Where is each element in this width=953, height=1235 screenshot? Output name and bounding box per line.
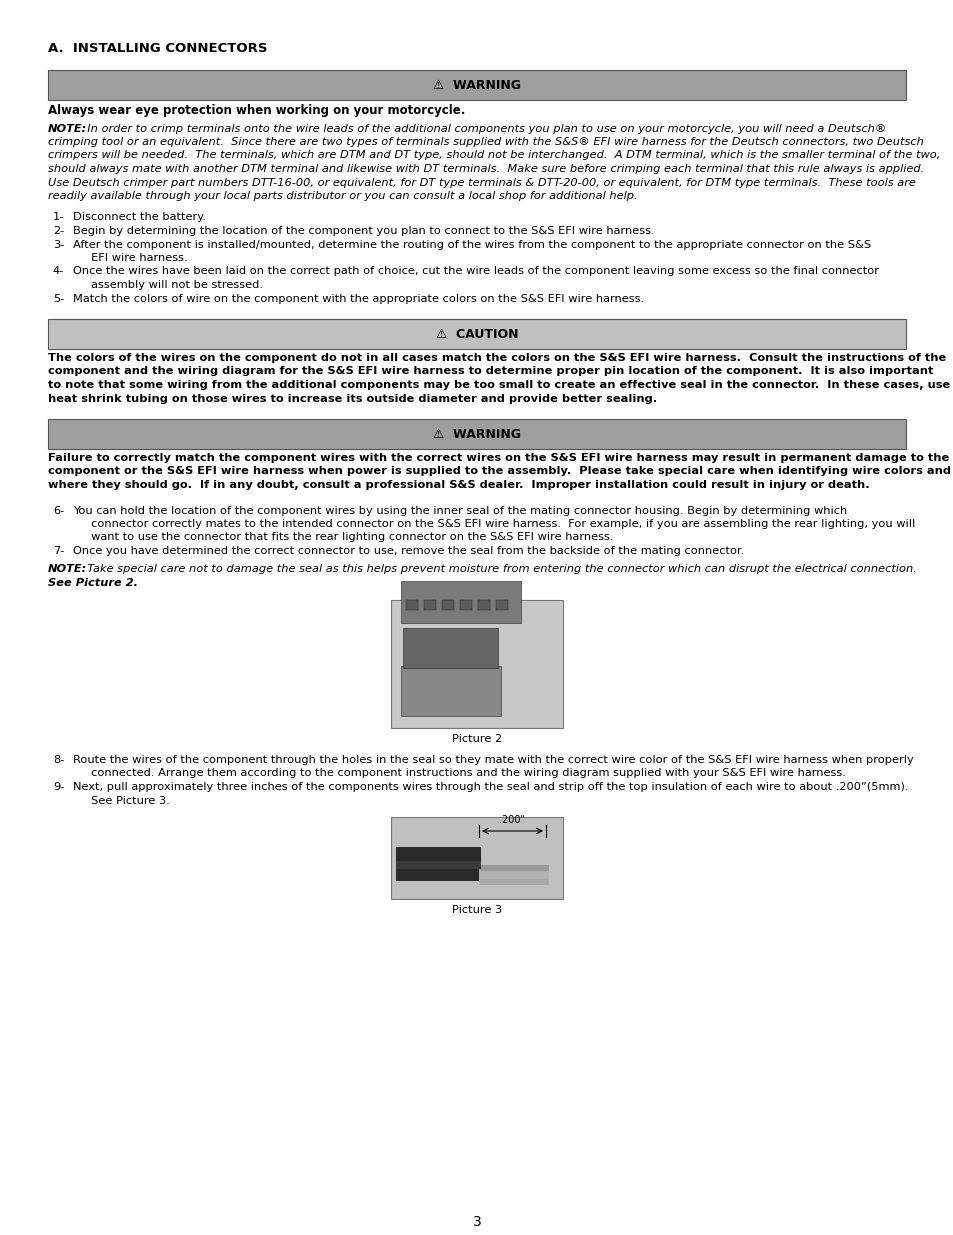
Text: In order to crimp terminals onto the wire leads of the additional components you: In order to crimp terminals onto the wir… xyxy=(80,124,885,133)
Text: Match the colors of wire on the component with the appropriate colors on the S&S: Match the colors of wire on the componen… xyxy=(73,294,643,304)
Text: 2-: 2- xyxy=(53,226,64,236)
Text: 3: 3 xyxy=(472,1215,481,1229)
Text: The colors of the wires on the component do not in all cases match the colors on: The colors of the wires on the component… xyxy=(48,353,945,363)
FancyBboxPatch shape xyxy=(48,319,905,350)
Text: want to use the connector that fits the rear lighting connector on the S&S EFI w: want to use the connector that fits the … xyxy=(73,532,613,542)
Text: 7-: 7- xyxy=(53,546,64,556)
FancyBboxPatch shape xyxy=(391,818,562,899)
FancyBboxPatch shape xyxy=(395,847,480,881)
Text: Route the wires of the component through the holes in the seal so they mate with: Route the wires of the component through… xyxy=(73,755,913,764)
FancyBboxPatch shape xyxy=(496,599,507,610)
Text: Always wear eye protection when working on your motorcycle.: Always wear eye protection when working … xyxy=(48,104,465,117)
Text: You can hold the location of the component wires by using the inner seal of the : You can hold the location of the compone… xyxy=(73,505,846,515)
Text: See Picture 3.: See Picture 3. xyxy=(73,795,170,805)
FancyBboxPatch shape xyxy=(477,599,490,610)
Text: After the component is installed/mounted, determine the routing of the wires fro: After the component is installed/mounted… xyxy=(73,240,870,249)
Text: crimping tool or an equivalent.  Since there are two types of terminals supplied: crimping tool or an equivalent. Since th… xyxy=(48,137,923,147)
FancyBboxPatch shape xyxy=(391,599,562,727)
Text: component and the wiring diagram for the S&S EFI wire harness to determine prope: component and the wiring diagram for the… xyxy=(48,367,932,377)
Text: heat shrink tubing on those wires to increase its outside diameter and provide b: heat shrink tubing on those wires to inc… xyxy=(48,394,657,404)
Text: connector correctly mates to the intended connector on the S&S EFI wire harness.: connector correctly mates to the intende… xyxy=(73,519,914,529)
Text: 9-: 9- xyxy=(53,782,64,792)
Text: .200": .200" xyxy=(499,815,525,825)
Text: EFI wire harness.: EFI wire harness. xyxy=(73,253,188,263)
Text: connected. Arrange them according to the component instructions and the wiring d: connected. Arrange them according to the… xyxy=(73,768,845,778)
Text: Use Deutsch crimper part numbers DTT-16-00, or equivalent, for DT type terminals: Use Deutsch crimper part numbers DTT-16-… xyxy=(48,178,915,188)
Text: Disconnect the battery.: Disconnect the battery. xyxy=(73,212,206,222)
Text: Begin by determining the location of the component you plan to connect to the S&: Begin by determining the location of the… xyxy=(73,226,654,236)
FancyBboxPatch shape xyxy=(406,599,417,610)
FancyBboxPatch shape xyxy=(478,879,548,885)
Text: should always mate with another DTM terminal and likewise with DT terminals.  Ma: should always mate with another DTM term… xyxy=(48,164,923,174)
Text: NOTE:: NOTE: xyxy=(48,564,87,574)
Text: 3-: 3- xyxy=(53,240,64,249)
Text: ⚠  WARNING: ⚠ WARNING xyxy=(433,79,520,91)
Text: 8-: 8- xyxy=(53,755,64,764)
FancyBboxPatch shape xyxy=(400,580,520,622)
FancyBboxPatch shape xyxy=(48,419,905,450)
Text: Once you have determined the correct connector to use, remove the seal from the : Once you have determined the correct con… xyxy=(73,546,743,556)
Text: readily available through your local parts distributor or you can consult a loca: readily available through your local par… xyxy=(48,191,637,201)
Text: Once the wires have been laid on the correct path of choice, cut the wire leads : Once the wires have been laid on the cor… xyxy=(73,267,878,277)
FancyBboxPatch shape xyxy=(478,864,548,871)
FancyBboxPatch shape xyxy=(400,666,500,715)
Text: Picture 3: Picture 3 xyxy=(452,905,501,915)
FancyBboxPatch shape xyxy=(48,70,905,100)
Text: crimpers will be needed.  The terminals, which are DTM and DT type, should not b: crimpers will be needed. The terminals, … xyxy=(48,151,940,161)
FancyBboxPatch shape xyxy=(441,599,454,610)
Text: 6-: 6- xyxy=(53,505,64,515)
Text: 5-: 5- xyxy=(53,294,64,304)
FancyBboxPatch shape xyxy=(478,871,548,879)
FancyBboxPatch shape xyxy=(423,599,436,610)
Text: assembly will not be stressed.: assembly will not be stressed. xyxy=(73,280,263,290)
FancyBboxPatch shape xyxy=(459,599,472,610)
Text: Failure to correctly match the component wires with the correct wires on the S&S: Failure to correctly match the component… xyxy=(48,453,948,463)
Text: See Picture 2.: See Picture 2. xyxy=(48,578,138,588)
Text: Picture 2: Picture 2 xyxy=(452,734,501,743)
Text: ⚠  WARNING: ⚠ WARNING xyxy=(433,427,520,441)
Text: Next, pull approximately three inches of the components wires through the seal a: Next, pull approximately three inches of… xyxy=(73,782,907,792)
Text: ⚠  CAUTION: ⚠ CAUTION xyxy=(436,327,517,341)
Text: where they should go.  If in any doubt, consult a professional S&S dealer.  Impr: where they should go. If in any doubt, c… xyxy=(48,480,869,490)
Text: Take special care not to damage the seal as this helps prevent moisture from ent: Take special care not to damage the seal… xyxy=(80,564,916,574)
Text: 1-: 1- xyxy=(53,212,64,222)
FancyBboxPatch shape xyxy=(402,627,497,667)
FancyBboxPatch shape xyxy=(395,861,480,869)
Text: A.  INSTALLING CONNECTORS: A. INSTALLING CONNECTORS xyxy=(48,42,267,56)
Text: NOTE:: NOTE: xyxy=(48,124,87,133)
Text: component or the S&S EFI wire harness when power is supplied to the assembly.  P: component or the S&S EFI wire harness wh… xyxy=(48,467,950,477)
Text: to note that some wiring from the additional components may be too small to crea: to note that some wiring from the additi… xyxy=(48,380,949,390)
Text: 4-: 4- xyxy=(53,267,64,277)
